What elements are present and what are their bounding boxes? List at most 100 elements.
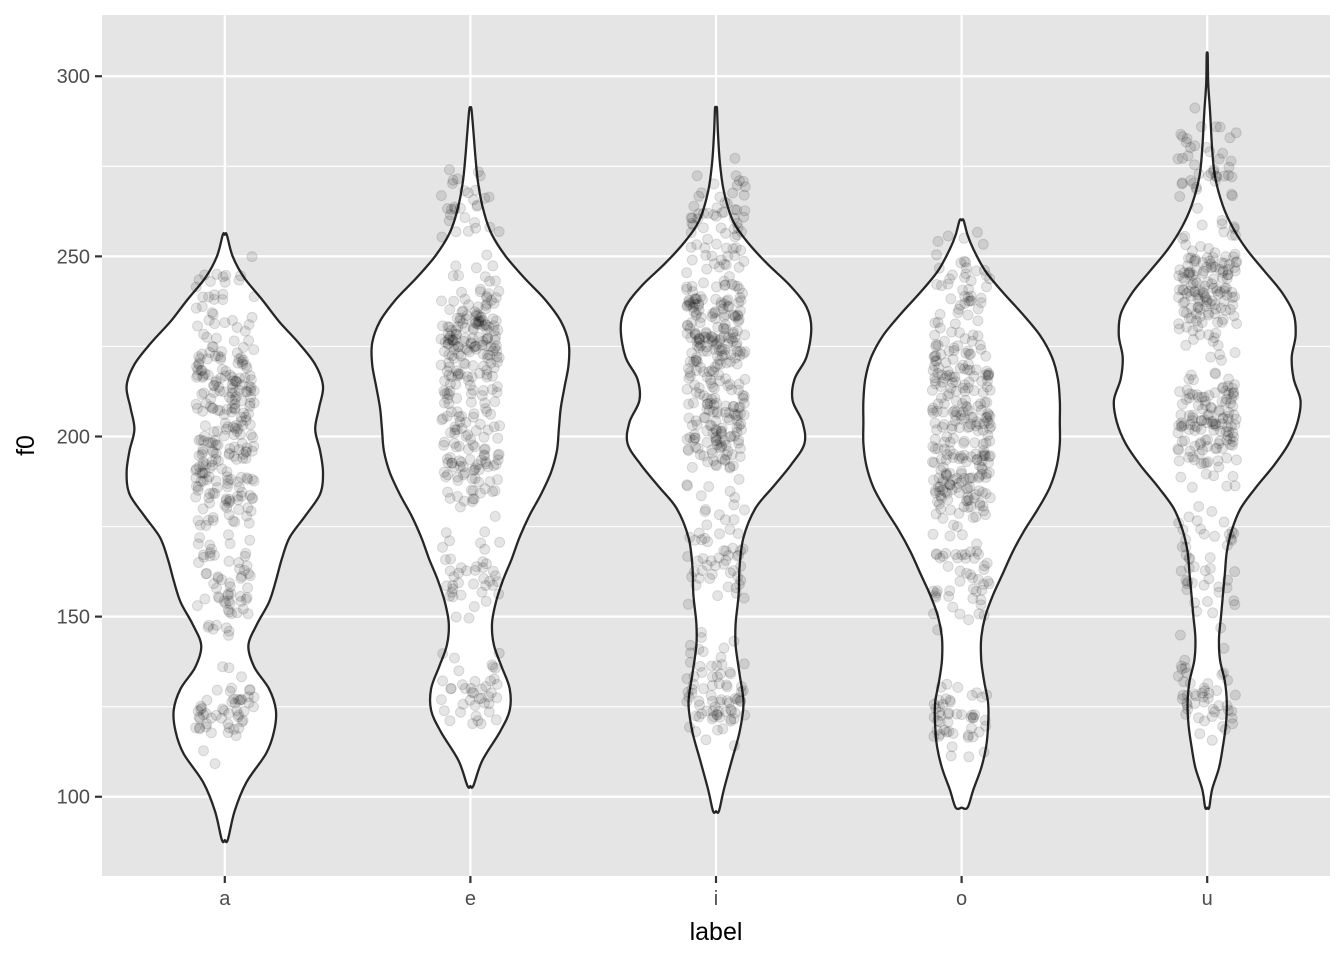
jitter-point (199, 467, 211, 479)
jitter-point (932, 368, 944, 379)
jitter-point (715, 299, 727, 311)
jitter-point (960, 400, 972, 412)
jitter-point (706, 336, 718, 348)
jitter-point (212, 425, 223, 437)
jitter-point (1206, 402, 1217, 414)
jitter-point (447, 591, 459, 603)
jitter-point (957, 406, 969, 418)
jitter-point (244, 400, 256, 412)
jitter-point (443, 164, 455, 176)
jitter-point (1227, 470, 1239, 482)
jitter-point (494, 420, 506, 432)
jitter-point (689, 328, 701, 340)
jitter-point (1184, 419, 1196, 431)
jitter-point (1226, 190, 1238, 202)
jitter-point (942, 390, 954, 402)
jitter-point (1216, 669, 1228, 680)
jitter-point (928, 711, 940, 723)
jitter-point (934, 728, 946, 740)
jitter-point (470, 425, 482, 437)
jitter-point (939, 335, 950, 347)
jitter-point (700, 249, 712, 261)
jitter-point (732, 315, 744, 327)
jitter-point (1207, 607, 1219, 619)
jitter-point (465, 682, 477, 694)
jitter-point (688, 200, 700, 212)
jitter-point (196, 365, 208, 376)
jitter-point (210, 475, 222, 487)
jitter-point (438, 466, 450, 478)
jitter-point (482, 352, 494, 364)
jitter-point (684, 299, 696, 311)
jitter-point (928, 474, 939, 486)
jitter-point (727, 326, 739, 338)
jitter-point (449, 421, 461, 433)
jitter-point (452, 491, 463, 502)
jitter-point (929, 485, 941, 497)
jitter-point (714, 191, 726, 203)
jitter-point (734, 350, 746, 361)
jitter-point (716, 422, 728, 434)
jitter-point (975, 599, 987, 611)
jitter-point (962, 495, 973, 507)
jitter-point (198, 435, 210, 447)
jitter-point (202, 621, 214, 633)
jitter-point (959, 412, 971, 424)
jitter-point (736, 424, 747, 436)
jitter-point (719, 319, 731, 330)
jitter-point (683, 721, 695, 733)
jitter-point (700, 504, 712, 515)
jitter-point (686, 254, 698, 266)
jitter-point (930, 587, 942, 599)
jitter-point (959, 385, 971, 397)
jitter-point (1192, 202, 1203, 214)
jitter-point (718, 545, 730, 557)
jitter-point (729, 693, 741, 704)
jitter-point (213, 381, 225, 393)
jitter-point (200, 458, 212, 470)
jitter-point (211, 684, 223, 696)
jitter-point (720, 400, 732, 412)
jitter-point (707, 381, 719, 393)
jitter-point (944, 530, 956, 542)
jitter-point (466, 686, 478, 698)
jitter-point (206, 307, 218, 319)
jitter-point (693, 208, 705, 220)
jitter-point (198, 387, 210, 399)
jitter-point (478, 320, 490, 332)
violin-i (619, 105, 813, 814)
jitter-point (486, 294, 497, 306)
jitter-point (219, 276, 231, 288)
jitter-point (719, 514, 731, 526)
jitter-point (952, 307, 964, 319)
jitter-point (448, 461, 460, 473)
jitter-point (718, 558, 730, 570)
jitter-point (484, 349, 496, 361)
jitter-point (190, 491, 202, 503)
jitter-point (202, 436, 214, 448)
jitter-point (725, 703, 737, 715)
jitter-point (942, 365, 954, 377)
jitter-point (958, 435, 970, 447)
jitter-point (1175, 471, 1187, 483)
jitter-point (197, 503, 209, 515)
jitter-point (943, 345, 955, 357)
jitter-point (932, 481, 944, 493)
jitter-point (1225, 155, 1237, 167)
jitter-point (242, 582, 254, 594)
jitter-point (959, 298, 971, 309)
jitter-point (729, 332, 741, 343)
jitter-point (207, 515, 219, 526)
jitter-point (234, 695, 245, 706)
jitter-point (720, 309, 731, 320)
jitter-point (706, 444, 718, 456)
jitter-point (962, 291, 974, 303)
jitter-point (733, 314, 745, 325)
jitter-point (228, 693, 240, 705)
jitter-point (208, 387, 220, 399)
jitter-point (457, 698, 469, 710)
jitter-point (694, 337, 705, 349)
jitter-point (1198, 528, 1210, 540)
jitter-point (223, 595, 235, 607)
jitter-point (216, 574, 228, 586)
